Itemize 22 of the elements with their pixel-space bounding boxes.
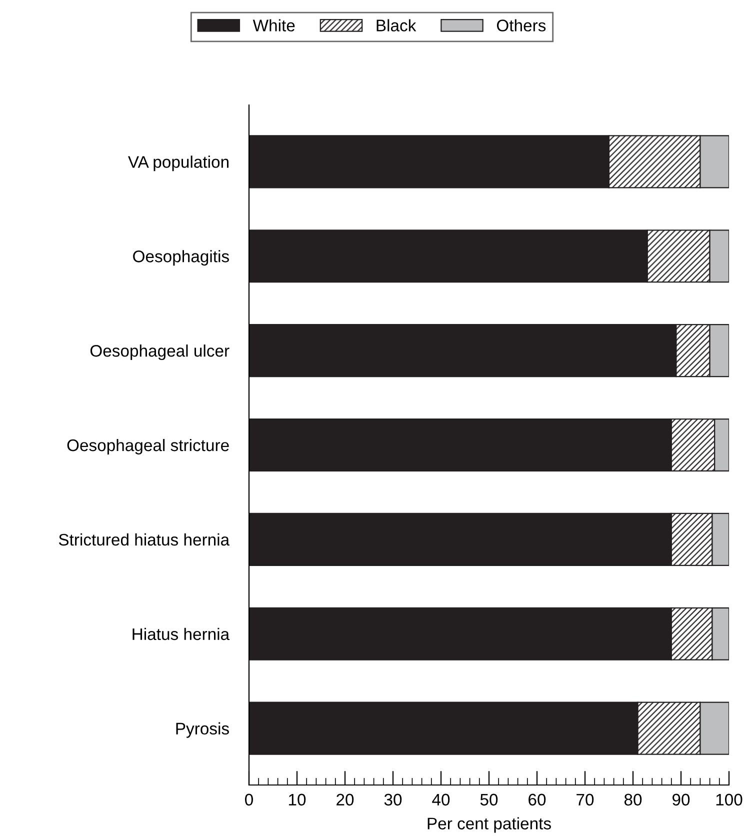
legend-label: Black (376, 19, 416, 32)
y-tick-label: Pyrosis (176, 722, 229, 738)
x-tick-label: 20 (336, 794, 354, 806)
y-tick-label: VA population (128, 156, 228, 172)
x-tick-label: 70 (576, 794, 594, 806)
x-tick-label: 10 (289, 794, 306, 806)
x-tick-label: 60 (528, 794, 546, 806)
x-tick-label: 50 (480, 794, 498, 806)
x-tick-label: 30 (384, 794, 402, 806)
x-tick-label: 0 (245, 794, 253, 806)
y-tick-label: Oesophageal stricture (67, 438, 229, 454)
y-tick-label: Strictured hiatus hernia (58, 533, 230, 546)
y-tick-label: Hiatus hernia (132, 628, 230, 640)
x-axis-title: Per cent patients (428, 817, 551, 833)
x-tick-label: 80 (624, 794, 642, 806)
x-tick-label: 40 (432, 794, 450, 806)
y-tick-label: Oesophageal ulcer (90, 344, 230, 360)
x-tick-label: 90 (672, 794, 690, 806)
y-tick-label: Oesophagitis (133, 250, 229, 266)
x-tick-label: 100 (716, 794, 742, 806)
legend-label: Others (496, 19, 546, 32)
legend-label: White (252, 19, 295, 32)
